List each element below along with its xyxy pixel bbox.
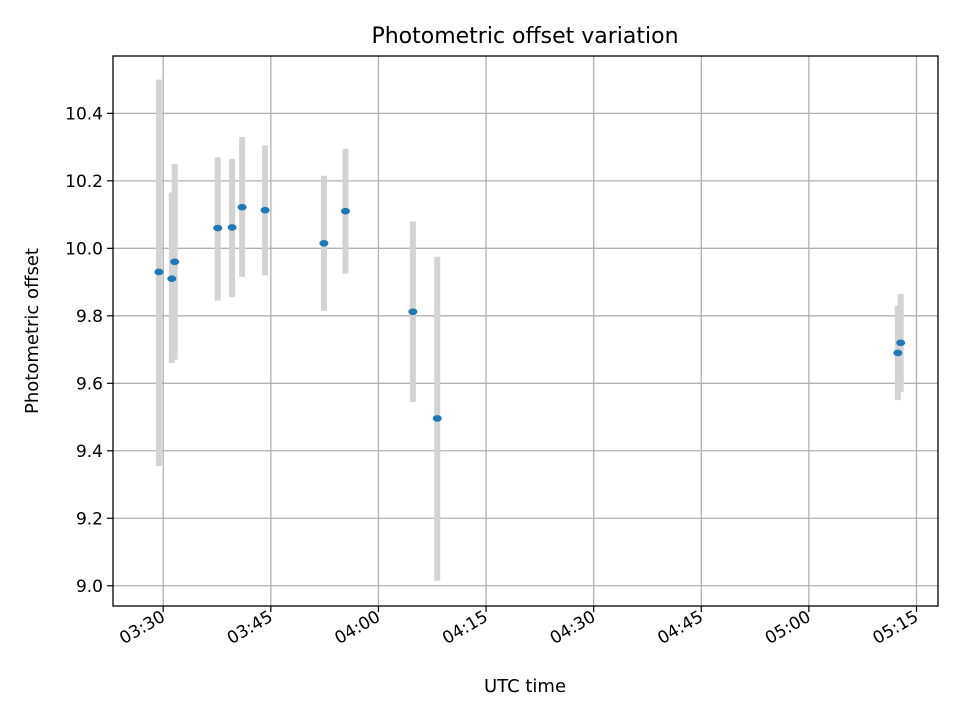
data-point xyxy=(893,349,903,357)
y-axis: 9.0 9.2 9.4 9.6 9.8 10.0 10.2 10.4 xyxy=(65,104,113,597)
y-tick-label: 9.2 xyxy=(76,509,103,529)
y-tick-label: 9.8 xyxy=(76,307,103,327)
chart-title: Photometric offset variation xyxy=(371,24,678,49)
x-axis: 03:30 03:45 04:00 04:15 04:30 04:45 05:00 05:15 xyxy=(116,606,922,649)
x-tick-label: 05:15 xyxy=(870,607,922,649)
grid-lines xyxy=(113,56,938,606)
data-point xyxy=(319,239,329,247)
y-tick-label: 10.0 xyxy=(65,239,103,259)
x-tick-label: 05:00 xyxy=(762,607,814,649)
y-tick-label: 10.4 xyxy=(65,104,103,124)
data-point xyxy=(260,206,270,214)
data-point xyxy=(170,258,180,266)
data-point xyxy=(237,203,247,211)
y-tick-label: 10.2 xyxy=(65,172,103,192)
x-tick-label: 04:00 xyxy=(331,607,383,649)
data-point xyxy=(432,415,442,422)
y-tick-label: 9.4 xyxy=(76,442,103,462)
data-point xyxy=(167,275,177,282)
y-tick-label: 9.0 xyxy=(76,577,103,597)
x-tick-label: 03:45 xyxy=(224,607,276,649)
data-point xyxy=(213,224,223,232)
data-point xyxy=(408,308,418,316)
plot-frame xyxy=(112,55,939,607)
data-point xyxy=(340,207,350,215)
y-axis-label: Photometric offset xyxy=(22,248,43,414)
data-point xyxy=(154,268,164,276)
x-tick-label: 03:30 xyxy=(116,607,168,649)
data-point xyxy=(896,339,906,347)
data-points xyxy=(154,203,906,422)
y-tick-label: 9.6 xyxy=(76,374,103,394)
data-point xyxy=(227,224,237,231)
x-tick-label: 04:15 xyxy=(439,607,491,649)
x-tick-label: 04:30 xyxy=(547,607,599,649)
x-tick-label: 04:45 xyxy=(654,607,706,649)
x-axis-label: UTC time xyxy=(484,676,566,697)
